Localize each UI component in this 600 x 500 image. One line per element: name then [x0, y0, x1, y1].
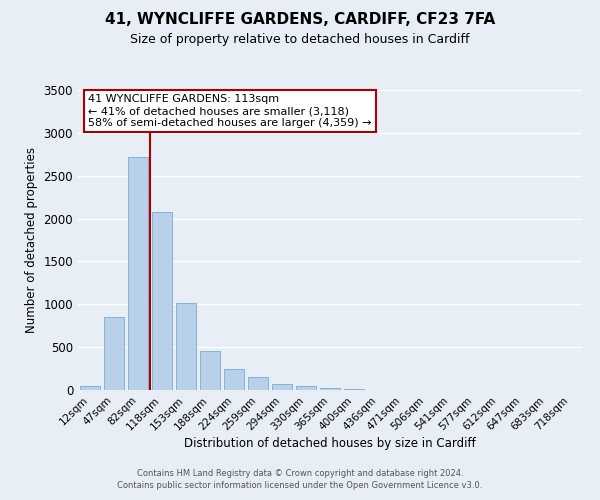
Bar [272, 384, 292, 390]
Bar [200, 350, 220, 390]
Bar [248, 377, 268, 390]
Bar [296, 386, 316, 390]
Bar [320, 388, 340, 390]
Text: 41, WYNCLIFFE GARDENS, CARDIFF, CF23 7FA: 41, WYNCLIFFE GARDENS, CARDIFF, CF23 7FA [105, 12, 495, 28]
Text: Size of property relative to detached houses in Cardiff: Size of property relative to detached ho… [130, 32, 470, 46]
Bar [104, 317, 124, 390]
Y-axis label: Number of detached properties: Number of detached properties [25, 147, 38, 333]
Bar [176, 304, 196, 390]
Text: Contains HM Land Registry data © Crown copyright and database right 2024.: Contains HM Land Registry data © Crown c… [137, 469, 463, 478]
Bar [128, 157, 148, 390]
Text: 41 WYNCLIFFE GARDENS: 113sqm
← 41% of detached houses are smaller (3,118)
58% of: 41 WYNCLIFFE GARDENS: 113sqm ← 41% of de… [88, 94, 371, 128]
X-axis label: Distribution of detached houses by size in Cardiff: Distribution of detached houses by size … [184, 438, 476, 450]
Bar [224, 370, 244, 390]
Bar [80, 386, 100, 390]
Text: Contains public sector information licensed under the Open Government Licence v3: Contains public sector information licen… [118, 480, 482, 490]
Bar [344, 389, 364, 390]
Bar [152, 212, 172, 390]
